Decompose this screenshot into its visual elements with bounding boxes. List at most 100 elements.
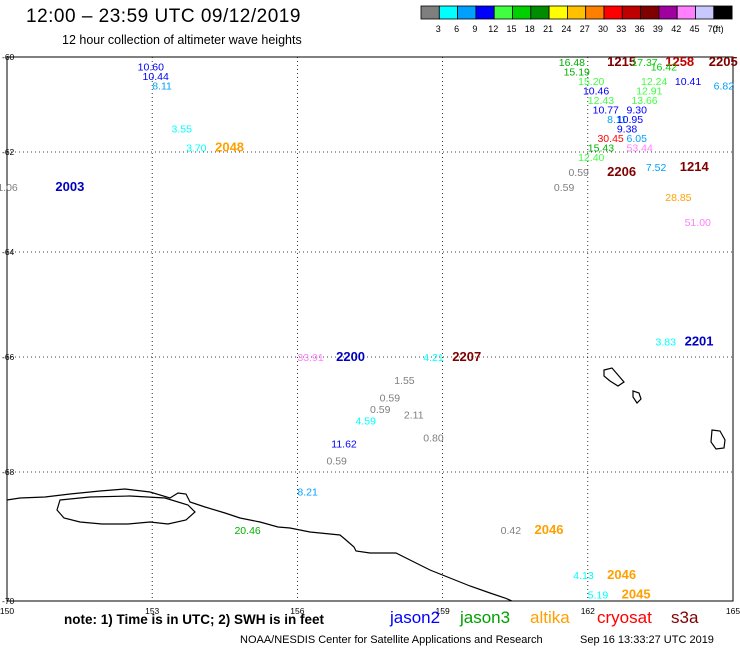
scale-label: 39 [653,24,663,34]
wave-height-label: 30.45 [597,133,623,145]
map-subtitle: 12 hour collection of altimeter wave hei… [62,33,302,47]
longitude-label: 150 [0,606,14,616]
pass-time-label: 2046 [607,567,636,582]
latitude-label: -62 [2,147,15,157]
pass-time-label: 1214 [680,159,710,174]
scale-label: 36 [635,24,645,34]
pass-time-label: 2048 [215,139,244,154]
wave-height-label: 8.11 [607,114,627,126]
pass-time-label: 2205 [709,54,738,69]
pass-time-label: 2046 [535,522,564,537]
scale-label: 21 [543,24,553,34]
wave-height-label: 3.55 [172,123,193,135]
wave-height-label: 0.59 [380,392,401,404]
wave-height-label: 6.05 [627,133,648,145]
wave-height-color-scale: 3 6 9 12 15 18 21 24 27 30 33 36 39 42 45 70(ft) [420,5,733,34]
wave-height-label: 17.37 [631,57,657,69]
axis-tick-labels: 150 153 156 159 162 165 -60 -62 -64 -66 -68 -70 [0,52,740,616]
wave-height-label: 4.59 [355,415,376,427]
pass-time-label: 2207 [452,349,481,364]
wave-height-label: 33.91 [297,352,323,364]
legend-cryosat: cryosat [597,608,652,627]
wave-height-label: 1.55 [394,375,415,387]
scale-label: 27 [580,24,590,34]
latitude-label: -68 [2,467,15,477]
scale-label: 3 [436,24,441,34]
wave-height-label: 7.52 [646,162,667,174]
scale-label: 30 [598,24,608,34]
pass-time-label: 2206 [607,164,636,179]
wave-height-label: 11.62 [331,438,357,450]
scale-label: 42 [671,24,681,34]
wave-height-label: 5.19 [588,590,609,602]
wave-height-label: 2.11 [404,410,424,422]
wave-height-label: 8.11 [152,81,172,93]
scale-label: 70 [708,24,718,34]
wave-height-label: 1.06 [0,182,18,194]
longitude-label: 159 [436,606,450,616]
legend-jason3: jason3 [460,608,511,627]
wave-height-label: 12.43 [588,95,614,107]
pass-time-label: 2045 [622,587,651,602]
scale-label: 6 [454,24,459,34]
scale-unit: (ft) [713,24,724,34]
map-frame [6,56,734,602]
wave-height-label: 10.95 [617,114,643,126]
scale-label: 15 [506,24,516,34]
legend-jason2: jason2 [390,608,441,627]
longitude-label: 162 [581,606,595,616]
pass-time-label: 1215 [607,54,636,69]
balleny-island-middle [632,390,642,404]
wave-height-label: 10.44 [143,71,169,83]
credit-line: NOAA/NESDIS Center for Satellite Applica… [240,634,543,646]
pass-time-label: 1258 [665,54,694,69]
latitude-label: -70 [2,596,15,606]
latitude-label: -60 [2,52,15,62]
latitude-label: -64 [2,247,15,257]
map-title: 12:00 – 23:59 UTC 09/12/2019 [26,6,301,27]
wave-height-label: 28.85 [665,192,691,204]
wave-height-label: 20.46 [234,525,260,537]
wave-height-label: 15.43 [588,142,614,154]
wave-height-label: 10.60 [138,62,164,74]
balleny-island-north [603,367,625,387]
scale-label: 33 [616,24,626,34]
coastal-island [56,495,196,525]
balleny-island-south [710,429,726,450]
scale-label: 45 [689,24,699,34]
scale-label: 12 [488,24,498,34]
wave-height-label: 8.21 [297,486,318,498]
longitude-label: 153 [145,606,159,616]
wave-height-label: 10.41 [675,76,701,88]
wave-height-label: 10.77 [593,104,619,116]
wave-height-label: 15.20 [578,76,604,88]
wave-height-label: 0.59 [554,182,575,194]
legend-s3a: s3a [671,608,699,627]
wave-height-label: 12.91 [636,85,662,97]
legend-altika: altika [530,608,570,627]
wave-height-label: 3.70 [186,142,207,154]
wave-height-label: 0.59 [568,167,589,179]
wave-height-label: 0.59 [326,456,347,468]
longitude-label: 165 [726,606,740,616]
wave-height-label: 10.46 [583,85,609,97]
wave-height-label: 4.21 [423,352,444,364]
wave-height-label: 4.13 [573,570,594,582]
graticule [6,56,734,602]
coastline [6,367,726,602]
wave-height-label: 0.59 [370,404,391,416]
wave-height-label: 16.42 [651,62,677,74]
wave-height-label: 3.83 [656,336,677,348]
scale-label: 9 [472,24,477,34]
scale-swatch [713,5,733,20]
wave-height-label: 9.30 [627,104,648,116]
scale-label: 24 [561,24,571,34]
scale-label: 18 [525,24,535,34]
wave-height-label: 9.38 [617,123,638,135]
wave-height-label: 6.82 [714,81,735,93]
antarctic-coastline [6,488,513,602]
pass-time-label: 2201 [685,333,714,348]
wave-height-label: 12.24 [641,76,667,88]
